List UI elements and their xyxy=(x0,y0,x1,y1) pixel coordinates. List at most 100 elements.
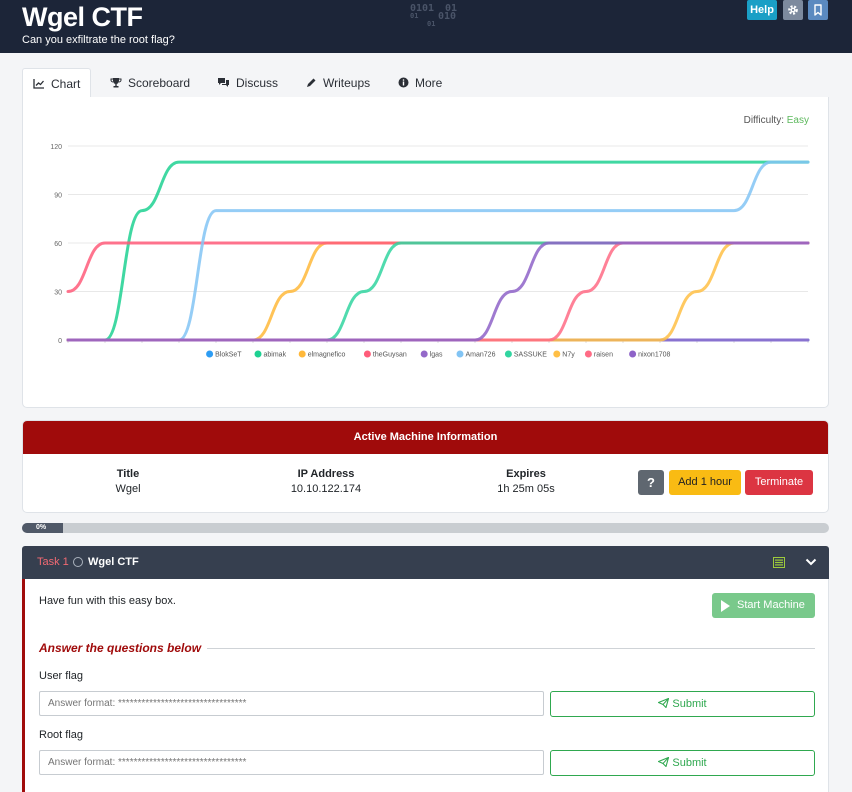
machine-ip-field: IP Address 10.10.122.174 xyxy=(276,468,376,495)
submit-root-flag-button[interactable]: Submit xyxy=(550,750,815,776)
task-number: Task 1 xyxy=(37,556,69,568)
legend-item: elmagnefico xyxy=(308,352,346,359)
start-machine-label: Start Machine xyxy=(737,599,805,611)
difficulty-label: Difficulty: xyxy=(743,115,784,126)
difficulty-level: Easy xyxy=(786,115,809,126)
task-header[interactable]: Task 1 Wgel CTF xyxy=(22,546,829,579)
y-tick-label: 120 xyxy=(50,144,62,151)
root-flag-input[interactable] xyxy=(39,750,544,775)
binary-decoration: 01 xyxy=(445,3,458,14)
legend-swatch xyxy=(504,350,512,358)
paper-plane-icon xyxy=(658,697,670,709)
legend-item: N7y xyxy=(562,352,575,359)
active-machine-card: Active Machine Information Title Wgel IP… xyxy=(22,420,829,513)
chart-panel: Difficulty: Easy 0 30 60 90 120 BlokSeT abimak… xyxy=(22,97,829,408)
machine-expires-label: Expires xyxy=(506,468,546,480)
legend-swatch xyxy=(553,350,561,358)
legend-item: nixon1708 xyxy=(638,352,670,359)
progress-fill: 0% xyxy=(22,523,63,533)
play-icon xyxy=(721,600,730,612)
tab-label: Discuss xyxy=(236,76,279,90)
series-line-abimak xyxy=(66,160,810,342)
machine-title-value: Wgel xyxy=(115,483,141,495)
machine-expires-value: 1h 25m 05s xyxy=(497,483,555,495)
y-tick-label: 90 xyxy=(54,193,62,200)
submit-user-flag-button[interactable]: Submit xyxy=(550,691,815,717)
legend-swatch xyxy=(584,350,592,358)
machine-title-label: Title xyxy=(116,468,140,480)
pen-icon xyxy=(307,78,316,87)
tab-more[interactable]: More xyxy=(388,68,452,98)
tab-chart[interactable]: Chart xyxy=(22,68,92,99)
terminate-button[interactable]: Terminate xyxy=(745,470,813,495)
series-line-nixon1708 xyxy=(66,241,810,342)
question-label: Root flag xyxy=(39,729,84,741)
active-machine-heading: Active Machine Information xyxy=(23,421,828,454)
room-progress-bar: 0% xyxy=(22,523,829,533)
legend-item: SASSUKE xyxy=(514,352,547,359)
machine-title-field: Title Wgel xyxy=(93,468,163,495)
y-tick-label: 60 xyxy=(54,241,62,248)
legend-item: theGuysan xyxy=(373,352,407,359)
y-tick-label: 0 xyxy=(58,338,62,345)
tab-writeups[interactable]: Writeups xyxy=(295,68,380,98)
tab-label: More xyxy=(415,76,443,90)
task-title: Wgel CTF xyxy=(88,556,139,568)
series-line-aman726 xyxy=(66,160,810,342)
chevron-down-icon[interactable] xyxy=(805,557,817,567)
start-machine-button[interactable]: Start Machine xyxy=(712,593,815,618)
legend-swatch xyxy=(206,350,214,358)
legend-swatch xyxy=(456,350,464,358)
settings-button[interactable] xyxy=(783,0,803,20)
machine-ip-label: IP Address xyxy=(297,468,355,480)
legend-swatch xyxy=(420,350,428,358)
question-label: User flag xyxy=(39,670,84,682)
legend-swatch xyxy=(363,350,371,358)
add-hour-button[interactable]: Add 1 hour xyxy=(669,470,741,495)
legend-item: raisen xyxy=(594,352,613,359)
binary-decoration: 010 xyxy=(438,11,457,22)
tab-discuss[interactable]: Discuss xyxy=(207,68,288,98)
info-circle-icon xyxy=(398,77,409,88)
task-body: Have fun with this easy box. Start Machi… xyxy=(22,579,829,792)
divider xyxy=(207,648,815,649)
legend-swatch xyxy=(254,350,262,358)
task-files-icon[interactable] xyxy=(773,557,785,568)
bookmark-icon xyxy=(814,4,822,16)
paper-plane-icon xyxy=(658,756,670,768)
room-title: Wgel CTF xyxy=(22,2,143,32)
legend-item: BlokSeT xyxy=(215,352,242,359)
room-header: Wgel CTF Can you exfiltrate the root fla… xyxy=(0,0,852,53)
bookmark-button[interactable] xyxy=(808,0,828,20)
tab-label: Writeups xyxy=(323,76,371,90)
series-line-theguysan xyxy=(66,241,810,293)
submit-label: Submit xyxy=(672,757,707,769)
machine-help-button[interactable]: ? xyxy=(638,470,664,495)
y-tick-label: 30 xyxy=(54,290,62,297)
tab-label: Chart xyxy=(51,77,81,91)
room-tabs: Chart Scoreboard Discuss Writeups More xyxy=(22,68,829,99)
help-button[interactable]: Help xyxy=(747,0,777,20)
legend-swatch xyxy=(298,350,306,358)
binary-decoration: 01 xyxy=(410,12,419,20)
binary-decoration: 01 xyxy=(427,20,436,28)
comments-icon xyxy=(218,78,229,87)
trophy-icon xyxy=(110,78,122,88)
tab-label: Scoreboard xyxy=(128,76,191,90)
task-status-icon xyxy=(73,557,83,567)
legend-item: abimak xyxy=(264,352,287,359)
user-flag-input[interactable] xyxy=(39,691,544,716)
machine-ip-value[interactable]: 10.10.122.174 xyxy=(290,483,362,495)
task-description: Have fun with this easy box. xyxy=(39,595,176,607)
binary-decoration: 0101 xyxy=(410,3,435,14)
legend-swatch xyxy=(629,350,637,358)
legend-item: Aman726 xyxy=(466,352,496,359)
room-subtitle: Can you exfiltrate the root flag? xyxy=(22,34,175,46)
chart-line-icon xyxy=(33,79,44,89)
tab-scoreboard[interactable]: Scoreboard xyxy=(100,68,200,98)
difficulty-indicator: Difficulty: Easy xyxy=(744,115,809,126)
answer-heading: Answer the questions below xyxy=(39,641,202,655)
gear-icon xyxy=(788,5,798,15)
legend-item: lgas xyxy=(430,352,443,359)
scoreboard-chart: 0 30 60 90 120 BlokSeT abimak elmagnefico theGuy… xyxy=(50,144,810,359)
